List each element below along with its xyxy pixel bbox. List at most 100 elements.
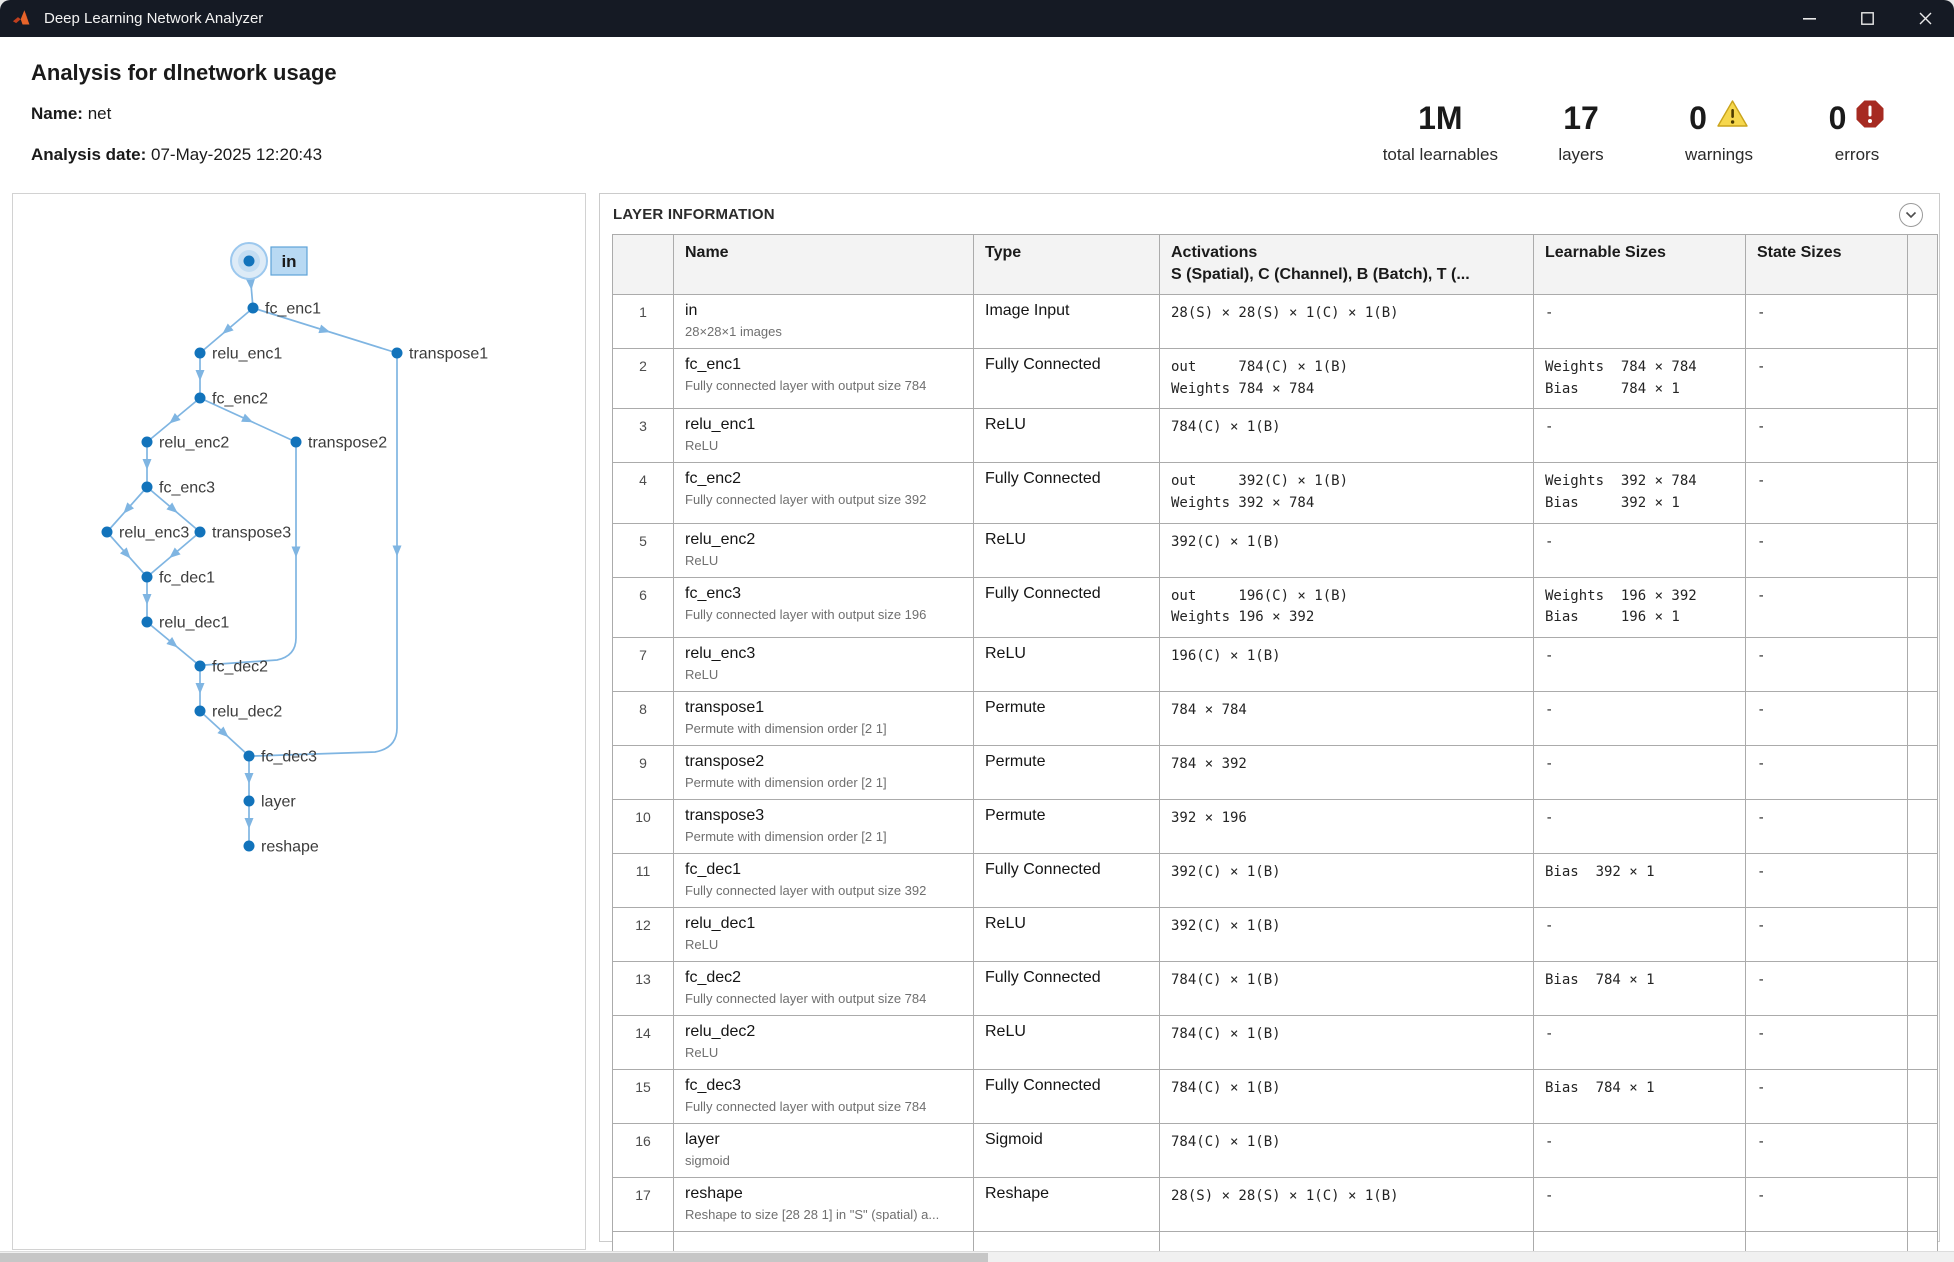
table-row-relu_dec1[interactable]: 12 relu_dec1 ReLU ReLU 392(C) × 1(B) - - <box>612 907 1938 963</box>
node-fc_enc1[interactable] <box>247 302 259 314</box>
layer-name-cell[interactable]: relu_enc3 ReLU <box>673 637 974 693</box>
layer-name-cell[interactable]: fc_dec2 Fully connected layer with output… <box>673 961 974 1017</box>
table-row-transpose2[interactable]: 9 transpose2 Permute with dimension order … <box>612 745 1938 801</box>
summary-stats: 1M total learnables 17 layers 0 warnings <box>1369 98 1926 165</box>
filler-cell <box>1907 1069 1938 1125</box>
activations-cell: 784(C) × 1(B) <box>1159 1069 1534 1125</box>
row-number: 13 <box>612 961 674 1017</box>
node-fc_enc2[interactable] <box>194 392 206 404</box>
node-label-layer: layer <box>261 794 296 811</box>
layer-name-cell[interactable]: relu_dec1 ReLU <box>673 907 974 963</box>
layer-name-cell[interactable]: relu_enc2 ReLU <box>673 522 974 578</box>
table-row-layer[interactable]: 16 layer sigmoid Sigmoid 784(C) × 1(B) - - <box>612 1123 1938 1179</box>
node-reshape[interactable] <box>243 840 255 852</box>
network-diagram[interactable]: in fc_enc1 relu_enc1 transpose1 fc_enc2 relu_… <box>13 194 585 1249</box>
table-row-fc_dec3[interactable]: 15 fc_dec3 Fully connected layer with outp… <box>612 1069 1938 1125</box>
node-transpose3[interactable] <box>194 526 206 538</box>
table-row-reshape[interactable]: 17 reshape Reshape to size [28 28 1] in "S… <box>612 1177 1938 1233</box>
layer-name-cell[interactable]: fc_enc1 Fully connected layer with output… <box>673 347 974 410</box>
table-row-transpose3[interactable]: 10 transpose3 Permute with dimension order… <box>612 799 1938 855</box>
close-button[interactable] <box>1896 0 1954 37</box>
row-number: 3 <box>612 408 674 464</box>
row-number: 17 <box>612 1177 674 1233</box>
table-row-fc_enc2[interactable]: 4 fc_enc2 Fully connected layer with outpu… <box>612 462 1938 524</box>
col-header-activations[interactable]: Activations S (Spatial), C (Channel), B (… <box>1159 234 1534 295</box>
node-relu_dec2[interactable] <box>194 705 206 717</box>
row-number: 6 <box>612 576 674 639</box>
state-sizes-cell: - <box>1745 637 1908 693</box>
row-number: 15 <box>612 1069 674 1125</box>
learnable-sizes-cell: - <box>1533 637 1746 693</box>
layer-name-cell[interactable]: transpose3 Permute with dimension order [… <box>673 799 974 855</box>
col-header-name[interactable]: Name <box>673 234 974 295</box>
edge-arrow-icon <box>246 278 256 290</box>
table-row-in[interactable]: 1 in 28×28×1 images Image Input 28(S) × 28(S… <box>612 294 1938 349</box>
network-diagram-panel[interactable]: in fc_enc1 relu_enc1 transpose1 fc_enc2 relu_… <box>12 193 586 1250</box>
col-header-type[interactable]: Type <box>973 234 1160 295</box>
col-header-state-sizes[interactable]: State Sizes <box>1745 234 1908 295</box>
node-in[interactable] <box>243 255 255 267</box>
edge-arrow-icon <box>142 459 152 470</box>
layer-name-cell[interactable]: fc_dec1 Fully connected layer with output… <box>673 853 974 909</box>
layer-type-cell: Fully Connected <box>973 1069 1160 1125</box>
node-relu_enc2[interactable] <box>141 436 153 448</box>
layer-name-cell[interactable]: transpose2 Permute with dimension order [… <box>673 745 974 801</box>
state-sizes-cell: - <box>1745 853 1908 909</box>
row-number: 16 <box>612 1123 674 1179</box>
filler-cell <box>1907 745 1938 801</box>
node-label-relu_enc2: relu_enc2 <box>159 435 229 452</box>
state-sizes-cell: - <box>1745 799 1908 855</box>
table-row-fc_enc1[interactable]: 2 fc_enc1 Fully connected layer with outpu… <box>612 347 1938 410</box>
node-layer[interactable] <box>243 795 255 807</box>
layer-name-cell[interactable]: fc_dec3 Fully connected layer with output… <box>673 1069 974 1125</box>
table-row-fc_dec1[interactable]: 11 fc_dec1 Fully connected layer with outp… <box>612 853 1938 909</box>
node-fc_dec1[interactable] <box>141 571 153 583</box>
layer-name-cell[interactable]: layer sigmoid <box>673 1123 974 1179</box>
node-relu_enc3[interactable] <box>101 526 113 538</box>
state-sizes-cell: - <box>1745 961 1908 1017</box>
network-name-line: Name: net <box>31 104 111 124</box>
node-label-relu_enc3: relu_enc3 <box>119 525 189 542</box>
col-header-learnable-sizes[interactable]: Learnable Sizes <box>1533 234 1746 295</box>
filler-cell <box>1907 462 1938 524</box>
activations-cell: 784 × 784 <box>1159 691 1534 747</box>
col-header-index[interactable] <box>612 234 674 295</box>
table-row-fc_enc3[interactable]: 6 fc_enc3 Fully connected layer with outpu… <box>612 576 1938 639</box>
node-fc_dec2[interactable] <box>194 660 206 672</box>
layer-name-cell[interactable]: relu_dec2 ReLU <box>673 1015 974 1071</box>
filler-cell <box>1907 522 1938 578</box>
node-relu_enc1[interactable] <box>194 347 206 359</box>
table-row-fc_dec2[interactable]: 13 fc_dec2 Fully connected layer with outp… <box>612 961 1938 1017</box>
horizontal-scrollbar-thumb[interactable] <box>0 1253 988 1262</box>
node-label-fc_enc3: fc_enc3 <box>159 480 215 497</box>
table-row-relu_enc3[interactable]: 7 relu_enc3 ReLU ReLU 196(C) × 1(B) - - <box>612 637 1938 693</box>
maximize-button[interactable] <box>1838 0 1896 37</box>
layer-name-cell[interactable]: fc_enc3 Fully connected layer with output… <box>673 576 974 639</box>
layer-name-cell[interactable]: in 28×28×1 images <box>673 294 974 349</box>
node-relu_dec1[interactable] <box>141 616 153 628</box>
node-fc_dec3[interactable] <box>243 750 255 762</box>
filler-cell <box>1907 1177 1938 1233</box>
state-sizes-cell: - <box>1745 1123 1908 1179</box>
activations-cell: 392(C) × 1(B) <box>1159 907 1534 963</box>
table-row-relu_enc1[interactable]: 3 relu_enc1 ReLU ReLU 784(C) × 1(B) - - <box>612 408 1938 464</box>
minimize-button[interactable] <box>1780 0 1838 37</box>
horizontal-scrollbar[interactable] <box>0 1251 1954 1262</box>
node-transpose2[interactable] <box>290 436 302 448</box>
window-title: Deep Learning Network Analyzer <box>44 10 264 27</box>
layer-name-cell[interactable]: fc_enc2 Fully connected layer with output… <box>673 462 974 524</box>
layer-name-cell[interactable]: transpose1 Permute with dimension order [… <box>673 691 974 747</box>
node-transpose1[interactable] <box>391 347 403 359</box>
table-row-relu_enc2[interactable]: 5 relu_enc2 ReLU ReLU 392(C) × 1(B) - - <box>612 522 1938 578</box>
table-row-transpose1[interactable]: 8 transpose1 Permute with dimension order … <box>612 691 1938 747</box>
layer-name-cell[interactable]: relu_enc1 ReLU <box>673 408 974 464</box>
node-fc_enc3[interactable] <box>141 481 153 493</box>
layer-type-cell: Reshape <box>973 1177 1160 1233</box>
collapse-panel-button[interactable] <box>1899 203 1923 227</box>
layer-name-cell[interactable]: reshape Reshape to size [28 28 1] in "S" … <box>673 1177 974 1233</box>
date-value: 07-May-2025 12:20:43 <box>151 145 323 164</box>
table-row-relu_dec2[interactable]: 14 relu_dec2 ReLU ReLU 784(C) × 1(B) - - <box>612 1015 1938 1071</box>
stat-value: 0 <box>1689 99 1707 136</box>
activations-cell: 392(C) × 1(B) <box>1159 522 1534 578</box>
analysis-date-line: Analysis date: 07-May-2025 12:20:43 <box>31 145 322 165</box>
